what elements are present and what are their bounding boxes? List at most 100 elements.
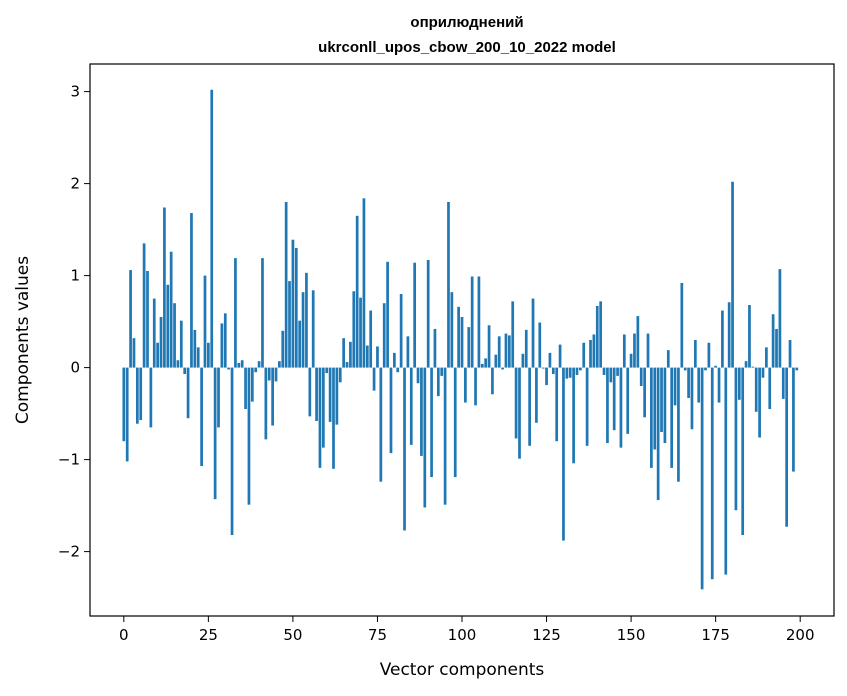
bar bbox=[352, 291, 356, 368]
bar bbox=[460, 317, 464, 368]
bar bbox=[227, 367, 231, 370]
bar bbox=[592, 334, 596, 368]
bar bbox=[765, 347, 768, 368]
bar bbox=[771, 314, 775, 368]
bar bbox=[660, 367, 663, 432]
bar bbox=[183, 367, 187, 375]
bar bbox=[612, 367, 616, 431]
bar bbox=[487, 325, 491, 368]
bar bbox=[230, 367, 234, 536]
bar bbox=[179, 320, 183, 368]
bar bbox=[203, 275, 207, 368]
bar bbox=[721, 310, 724, 368]
bar bbox=[470, 276, 474, 368]
bar bbox=[687, 367, 690, 398]
bar bbox=[264, 367, 268, 440]
bar bbox=[491, 367, 494, 395]
bar bbox=[176, 360, 180, 368]
bar bbox=[758, 367, 761, 438]
bar bbox=[440, 367, 444, 376]
bar bbox=[595, 305, 599, 368]
bar bbox=[548, 352, 552, 368]
bar bbox=[643, 367, 646, 418]
bar bbox=[650, 367, 653, 468]
bar bbox=[135, 367, 139, 424]
bar bbox=[748, 305, 751, 368]
bar bbox=[163, 207, 166, 368]
bar bbox=[599, 301, 603, 368]
bar bbox=[420, 367, 423, 456]
bar bbox=[690, 367, 694, 430]
bar bbox=[376, 346, 379, 368]
bar bbox=[683, 367, 687, 371]
bar bbox=[788, 340, 792, 368]
bar bbox=[288, 281, 291, 368]
bar bbox=[606, 367, 609, 444]
bar bbox=[250, 367, 254, 402]
bar bbox=[714, 365, 717, 368]
bar bbox=[579, 367, 582, 371]
bar bbox=[545, 367, 548, 386]
bar bbox=[146, 271, 149, 368]
bar bbox=[555, 367, 559, 442]
bar bbox=[616, 367, 619, 376]
bar bbox=[518, 367, 521, 459]
bar bbox=[680, 282, 684, 368]
bar bbox=[433, 328, 437, 368]
bar bbox=[301, 292, 305, 368]
bar bbox=[717, 367, 721, 403]
x-tick-label: 125 bbox=[532, 626, 561, 644]
bar bbox=[464, 367, 467, 403]
bar bbox=[156, 342, 159, 368]
bar bbox=[589, 340, 592, 368]
bar bbox=[585, 367, 589, 446]
bar bbox=[321, 367, 325, 448]
bar bbox=[261, 258, 264, 368]
bar bbox=[436, 367, 440, 397]
bar bbox=[142, 243, 146, 368]
bar bbox=[335, 367, 339, 425]
bar bbox=[369, 310, 373, 368]
bar bbox=[484, 358, 488, 368]
bar bbox=[430, 367, 433, 478]
bar bbox=[551, 367, 555, 375]
y-tick-label: −1 bbox=[58, 451, 80, 469]
x-tick-label: 75 bbox=[368, 626, 387, 644]
bar bbox=[639, 367, 643, 386]
bar bbox=[294, 248, 298, 368]
x-tick-label: 25 bbox=[199, 626, 218, 644]
bar bbox=[244, 367, 247, 409]
bar bbox=[125, 367, 129, 462]
bar bbox=[775, 328, 778, 368]
bar bbox=[737, 367, 741, 400]
bar bbox=[196, 347, 200, 368]
bar bbox=[565, 367, 569, 379]
bar bbox=[409, 367, 413, 445]
bar bbox=[568, 367, 572, 378]
bar bbox=[396, 367, 400, 373]
bar bbox=[332, 367, 335, 469]
bar bbox=[792, 367, 795, 472]
bar bbox=[727, 302, 731, 368]
bar bbox=[423, 367, 427, 508]
bar bbox=[393, 352, 396, 368]
bar bbox=[531, 298, 535, 368]
bar bbox=[132, 338, 136, 368]
bar bbox=[447, 202, 450, 368]
bar bbox=[359, 297, 362, 368]
bar bbox=[538, 322, 542, 368]
bar bbox=[670, 367, 674, 468]
bar bbox=[497, 336, 501, 368]
bar bbox=[200, 367, 203, 467]
bar bbox=[524, 329, 528, 368]
bar bbox=[626, 367, 630, 434]
bar bbox=[240, 360, 244, 368]
x-tick-label: 100 bbox=[448, 626, 477, 644]
x-axis-label: Vector components bbox=[380, 660, 545, 680]
bar bbox=[467, 327, 471, 368]
chart-subtitle: ukrconll_upos_cbow_200_10_2022 model bbox=[318, 39, 616, 56]
bar bbox=[653, 367, 657, 450]
bar bbox=[507, 335, 511, 368]
bar bbox=[514, 367, 518, 439]
bar bbox=[734, 367, 738, 511]
